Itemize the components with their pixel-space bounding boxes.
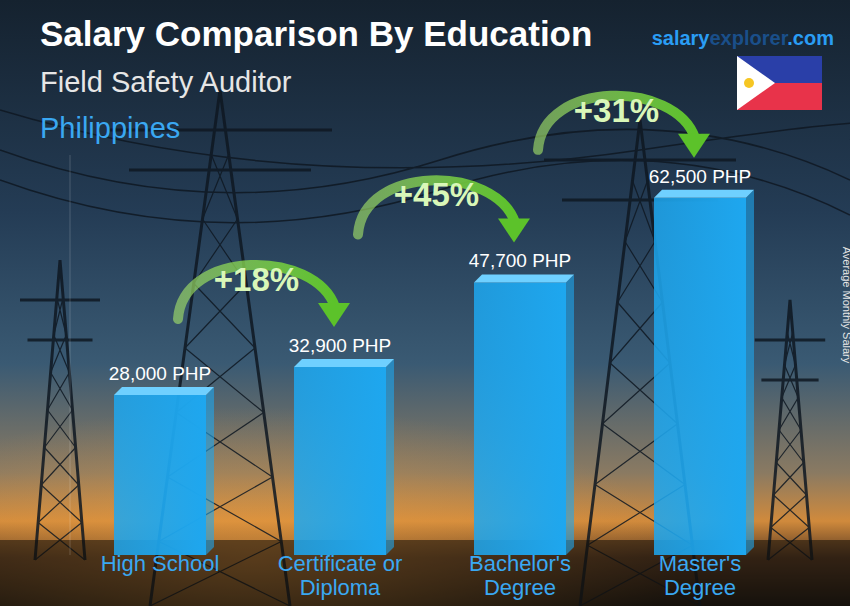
flag: [737, 56, 822, 110]
subtitle: Field Safety Auditor: [40, 66, 292, 98]
category-label: Certificate orDiploma: [278, 551, 403, 600]
bar-side: [746, 190, 754, 555]
chart-root: Salary Comparison By Education Field Safe…: [0, 0, 850, 606]
data-label: 62,500 PHP: [649, 166, 751, 187]
pylon-brace: [779, 398, 801, 431]
category-line: Degree: [484, 575, 556, 600]
pylon-brace: [44, 410, 75, 448]
category-line: Bachelor's: [469, 551, 571, 576]
pylon-brace: [625, 181, 655, 242]
annotation: +18%: [214, 261, 299, 298]
pylon-brace: [211, 90, 229, 155]
category-label: Bachelor'sDegree: [469, 551, 571, 600]
bar: [474, 282, 566, 555]
pylon-brace: [785, 333, 796, 366]
bar-side: [566, 274, 574, 555]
bar-top: [654, 190, 754, 198]
category-line: High School: [101, 551, 220, 576]
pylon-brace: [782, 365, 799, 398]
bar: [654, 198, 746, 555]
source-part: explorer: [709, 27, 788, 49]
pylon-arm: [755, 340, 825, 380]
pylon-leg: [35, 260, 85, 560]
annotation-arrowhead: [678, 134, 710, 158]
bar-top: [294, 359, 394, 367]
pylon-brace: [54, 298, 67, 336]
annotation-arrowhead: [318, 303, 350, 327]
category-line: Degree: [664, 575, 736, 600]
category-line: Diploma: [300, 575, 381, 600]
data-label: 28,000 PHP: [109, 363, 211, 384]
annotation-arrowhead: [498, 218, 530, 242]
category-label: Master'sDegree: [659, 551, 741, 600]
pylon-brace: [57, 260, 63, 298]
pylon-brace: [771, 495, 810, 528]
title: Salary Comparison By Education: [40, 14, 592, 53]
pylon-brace: [51, 335, 70, 373]
chart-svg: Salary Comparison By Education Field Safe…: [0, 0, 850, 606]
background: [0, 0, 850, 606]
flag-triangle: [737, 56, 775, 110]
bar: [294, 367, 386, 555]
category-label: High School: [101, 551, 220, 576]
pylon-brace: [38, 485, 82, 523]
pylon-brace: [48, 373, 73, 411]
bar-top: [114, 387, 214, 395]
category-line: Certificate or: [278, 551, 403, 576]
annotation: +31%: [574, 92, 659, 129]
location: Philippines: [40, 112, 180, 144]
source-part: salary: [652, 27, 711, 49]
bar: [114, 395, 206, 555]
source-part: .com: [787, 27, 834, 49]
data-label: 47,700 PHP: [469, 250, 571, 271]
bar-side: [206, 387, 214, 555]
pylon-brace: [203, 155, 238, 220]
source: salaryexplorer.com: [652, 27, 834, 49]
y-axis-label: Average Monthly Salary: [841, 247, 850, 364]
flag-sun: [744, 78, 754, 88]
pylons: [0, 90, 850, 606]
annotation: +45%: [394, 176, 479, 213]
pylon-brace: [776, 430, 804, 463]
data-label: 32,900 PHP: [289, 335, 391, 356]
bar-side: [386, 359, 394, 555]
category-line: Master's: [659, 551, 741, 576]
pylon-brace: [41, 448, 79, 486]
value-axis: [70, 155, 71, 555]
pylon-arm: [20, 300, 100, 340]
pylon-brace: [774, 463, 807, 496]
bar-top: [474, 274, 574, 282]
pylon-brace: [787, 300, 793, 333]
